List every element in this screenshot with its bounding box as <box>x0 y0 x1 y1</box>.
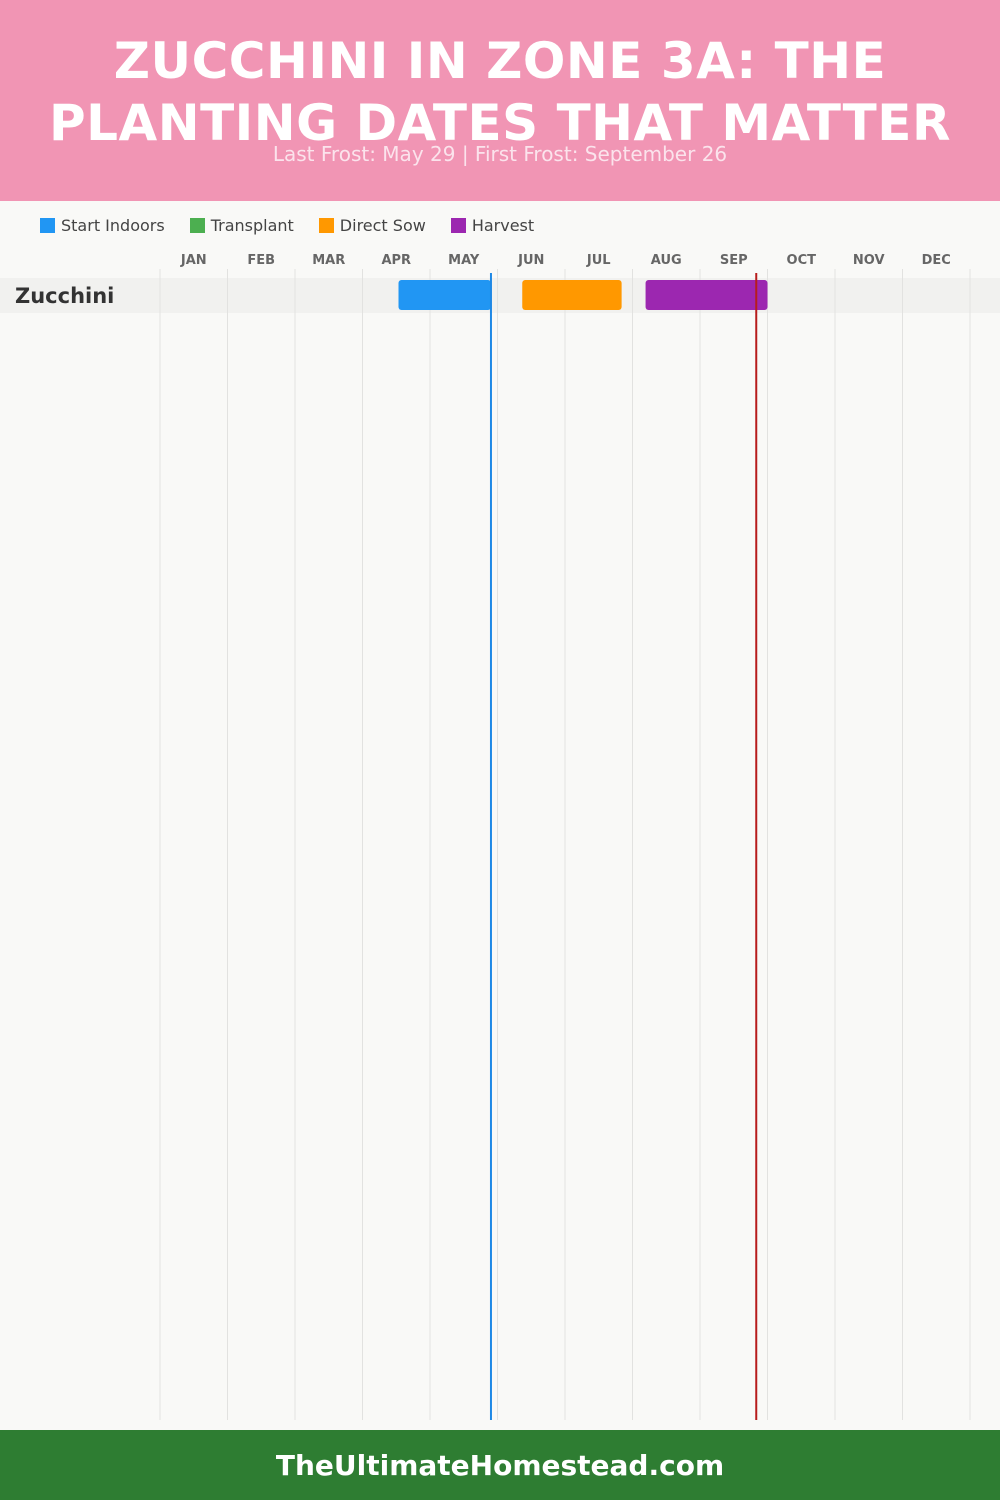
month-tick-label: NOV <box>853 253 885 268</box>
legend-swatch-transplant <box>189 217 205 233</box>
phase-bar-direct-sow <box>522 280 622 310</box>
month-tick-label: SEP <box>720 253 748 268</box>
month-tick-label: MAY <box>448 253 480 268</box>
month-tick-label: APR <box>381 253 411 268</box>
legend-label: Harvest <box>471 215 535 235</box>
footer-banner: TheUltimateHomestead.com <box>0 1430 1000 1500</box>
month-tick-label: JAN <box>180 253 207 268</box>
month-tick-label: OCT <box>787 253 817 268</box>
frost-dates-subtitle: Last Frost: May 29 | First Frost: Septem… <box>272 142 728 166</box>
legend-item-transplant: Transplant <box>189 215 294 235</box>
legend-label: Direct Sow <box>339 215 426 235</box>
chart-legend: Start Indoors Transplant Direct Sow Harv… <box>40 214 559 236</box>
month-tick-label: JUL <box>586 253 611 268</box>
legend-item-harvest: Harvest <box>450 215 535 235</box>
crop-row-band <box>0 278 1000 313</box>
legend-swatch-start-indoors <box>40 217 55 233</box>
page-title: Zucchini in Zone 3a: The Planting Dates … <box>49 32 951 152</box>
legend-swatch-direct-sow <box>318 217 334 233</box>
legend-item-start-indoors: Start Indoors <box>40 216 165 235</box>
footer-website: TheUltimateHomestead.com <box>275 1448 725 1482</box>
month-tick-label: FEB <box>247 253 275 268</box>
legend-label: Transplant <box>210 215 294 235</box>
planting-gantt-chart: JAN FEB MAR APR MAY JUN JUL AUG SEP OCT NOV DEC Zucc… <box>0 253 1000 1420</box>
month-tick-label: AUG <box>651 253 682 268</box>
phase-bar-start-indoors <box>398 280 491 310</box>
month-tick-label: JUN <box>517 253 544 268</box>
month-tick-label: DEC <box>922 253 951 268</box>
crop-label: Zucchini <box>15 284 114 308</box>
phase-bar-harvest <box>645 280 768 310</box>
legend-label: Start Indoors <box>61 215 165 235</box>
legend-item-direct-sow: Direct Sow <box>318 215 426 235</box>
header-banner: Zucchini in Zone 3a: The Planting Dates … <box>0 0 1000 201</box>
month-tick-label: MAR <box>312 253 345 268</box>
legend-swatch-harvest <box>450 217 466 233</box>
